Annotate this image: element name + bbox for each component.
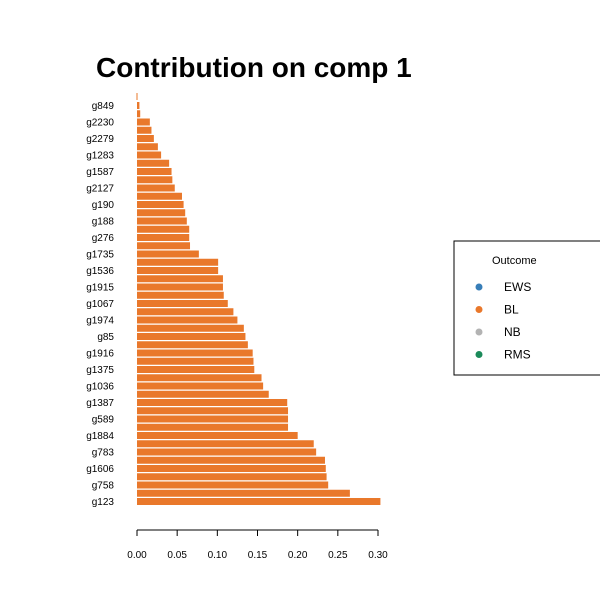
bar [137, 250, 199, 258]
y-tick-label: g1587 [86, 167, 114, 178]
legend-title: Outcome [492, 255, 537, 267]
y-tick-label: g589 [92, 415, 115, 426]
bar [137, 217, 187, 225]
bar [137, 242, 191, 250]
y-tick-label: g190 [92, 200, 115, 211]
bar [137, 300, 228, 307]
y-tick-label: g783 [92, 448, 115, 459]
bar [137, 176, 173, 184]
y-tick-label: g1915 [86, 283, 114, 294]
y-tick-label: g1606 [86, 464, 114, 475]
bar [137, 448, 317, 456]
bar [137, 102, 140, 109]
bar [137, 341, 248, 349]
y-tick-label: g1375 [86, 365, 114, 376]
bar [137, 308, 234, 316]
y-tick-label: g1283 [86, 151, 114, 162]
bar [137, 110, 141, 118]
bar [137, 143, 158, 151]
bar [137, 168, 172, 175]
bar [137, 275, 223, 283]
bar [137, 489, 350, 497]
bar [137, 498, 381, 505]
bar [137, 390, 269, 398]
bar [137, 399, 288, 406]
legend-label: EWS [504, 280, 531, 294]
y-tick-label: g1974 [86, 316, 114, 327]
bar [137, 324, 244, 332]
bar [137, 258, 219, 266]
bar [137, 267, 219, 274]
y-tick-label: g849 [92, 101, 115, 112]
bar [137, 333, 246, 340]
y-tick-label: g2230 [86, 118, 114, 129]
y-tick-label: g123 [92, 497, 115, 508]
bar [137, 192, 182, 200]
bar [137, 407, 289, 415]
bar [137, 225, 190, 233]
bar [137, 465, 326, 472]
legend-label: RMS [504, 348, 531, 362]
bar [137, 415, 289, 423]
y-tick-label: g1067 [86, 299, 114, 310]
y-tick-label: g276 [92, 233, 115, 244]
bar [137, 432, 298, 439]
bar [137, 201, 184, 208]
bar [137, 316, 238, 324]
bar [137, 357, 254, 365]
bar [137, 291, 224, 299]
y-tick-labels: g849 g2230 g2279 g1283 g1587 g2127 g190 g188 g27… [86, 101, 114, 508]
bar [137, 118, 150, 126]
legend-marker [475, 283, 483, 291]
y-tick-label: g85 [97, 332, 114, 343]
x-tick-label: 0.00 [127, 550, 147, 561]
bar [137, 366, 255, 373]
legend-label: BL [504, 303, 519, 317]
bar [137, 184, 175, 192]
legend-label: NB [504, 325, 521, 339]
y-tick-label: g2279 [86, 134, 114, 145]
y-tick-label: g1387 [86, 398, 114, 409]
legend-marker [475, 306, 483, 313]
bar [137, 283, 223, 291]
bar [137, 456, 325, 464]
x-tick-label: 0.25 [328, 550, 348, 561]
legend-marker [475, 351, 483, 358]
bar [137, 234, 190, 241]
y-tick-label: g1916 [86, 349, 114, 360]
x-tick-label: 0.20 [288, 550, 308, 561]
bar [137, 473, 327, 481]
bar [137, 151, 162, 159]
x-axis: 0.00 0.05 0.10 0.15 0.20 0.25 0.30 [127, 529, 388, 561]
y-tick-label: g1036 [86, 382, 114, 393]
y-tick-label: g2127 [86, 184, 114, 195]
legend: Outcome EWS BL NB RMS [453, 240, 600, 376]
x-tick-label: 0.10 [208, 550, 228, 561]
y-tick-label: g188 [92, 217, 115, 228]
chart-title: Contribution on comp 1 [96, 52, 412, 83]
bar [137, 126, 152, 134]
bar [137, 374, 262, 382]
legend-marker [475, 328, 483, 336]
bar [137, 349, 253, 357]
x-tick-label: 0.15 [248, 550, 268, 561]
bar [137, 209, 186, 217]
bar [137, 159, 170, 167]
bar [137, 135, 154, 142]
bar [137, 440, 314, 448]
bars-group [136, 93, 381, 505]
y-tick-label: g1735 [86, 250, 114, 261]
y-tick-label: g1536 [86, 266, 114, 277]
y-tick-label: g1884 [86, 431, 114, 442]
y-tick-label: g758 [92, 481, 115, 492]
x-tick-label: 0.30 [368, 550, 388, 561]
x-tick-label: 0.05 [167, 550, 187, 561]
bar [137, 382, 264, 390]
bar [137, 423, 289, 431]
bar [137, 481, 329, 489]
